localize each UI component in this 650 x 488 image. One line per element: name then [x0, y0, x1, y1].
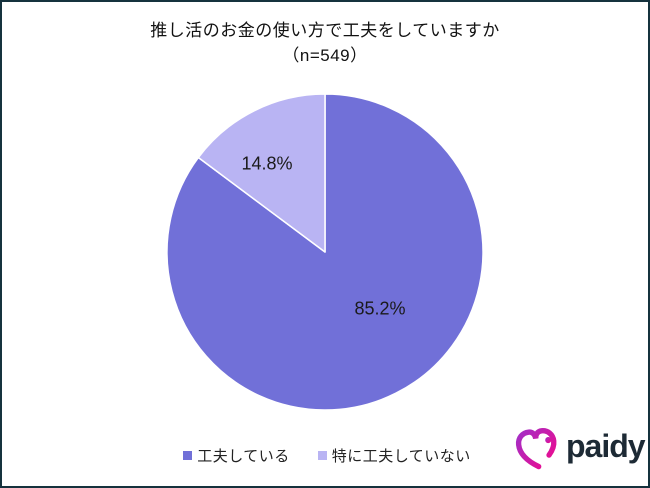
- chart-title-line1: 推し活のお金の使い方で工夫をしていますか: [150, 21, 500, 40]
- legend-swatch-kufushiteiru: [183, 450, 193, 460]
- chart-title-line2: （n=549）: [282, 46, 368, 65]
- chart-title: 推し活のお金の使い方で工夫をしていますか （n=549）: [2, 18, 648, 68]
- legend-item-kufushiteiru: 工夫している: [183, 445, 290, 466]
- legend-label-kufushiteiru: 工夫している: [197, 447, 290, 465]
- pie-data-label-small-slice: 14.8%: [241, 153, 293, 174]
- pie-svg: [166, 93, 484, 411]
- legend-label-tokuni-kufushiteinai: 特に工夫していない: [331, 447, 471, 465]
- pie-chart: 85.2% 14.8%: [165, 92, 485, 412]
- legend-swatch-tokuni-kufushiteinai: [317, 450, 327, 460]
- paidy-heart-icon: [515, 428, 557, 470]
- pie-data-label-large-slice: 85.2%: [354, 298, 406, 319]
- legend: 工夫している 特に工夫していない: [2, 443, 648, 467]
- pie-slice-1: [197, 93, 326, 253]
- paidy-wordmark: paidy: [566, 428, 646, 464]
- paidy-logo: paidy: [514, 426, 646, 472]
- legend-item-tokuni-kufushiteinai: 特に工夫していない: [317, 445, 471, 466]
